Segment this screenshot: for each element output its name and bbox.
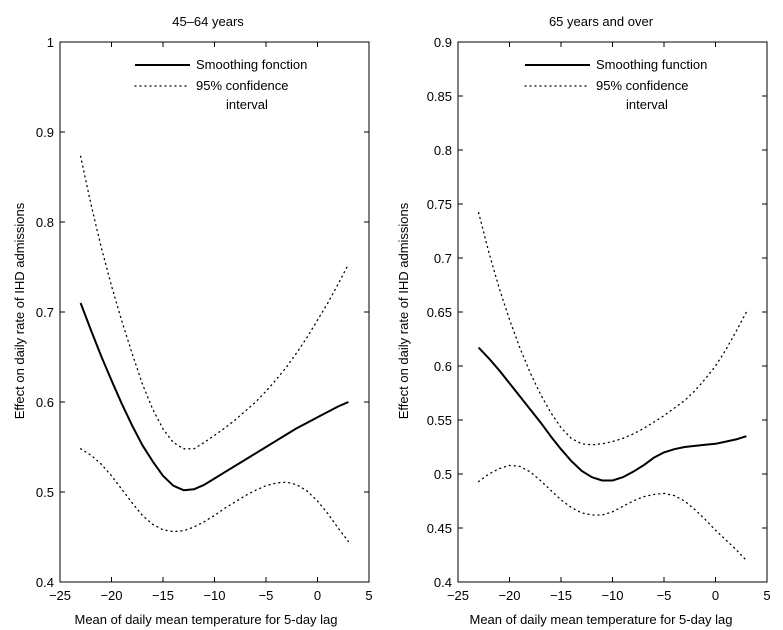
y-tick-label: 0.65 xyxy=(427,305,452,320)
y-axis-label: Effect on daily rate of IHD admissions xyxy=(12,202,27,419)
plot-area xyxy=(457,41,768,583)
y-tick-label: 0.7 xyxy=(434,251,452,266)
panel-left: 45–64 years Effect on daily rate of IHD … xyxy=(12,14,373,627)
x-axis-label: Mean of daily mean temperature for 5-day… xyxy=(469,612,732,627)
chart-title: 65 years and over xyxy=(549,14,654,29)
series-lower-line xyxy=(79,448,350,543)
x-tick-label: 5 xyxy=(365,588,372,603)
x-tick-label: −15 xyxy=(550,588,572,603)
x-tick-label: 0 xyxy=(314,588,321,603)
x-tick-label: −10 xyxy=(203,588,225,603)
y-tick-label: 0.4 xyxy=(434,575,452,590)
legend-label-confidence: 95% confidence xyxy=(196,78,289,93)
x-tick-label: 5 xyxy=(763,588,770,603)
x-tick-label: −10 xyxy=(601,588,623,603)
series-lower-line xyxy=(477,464,748,562)
y-tick-label: 0.55 xyxy=(427,413,452,428)
x-tick-label: −25 xyxy=(447,588,469,603)
series-upper-line xyxy=(477,211,748,446)
x-tick-label: −5 xyxy=(657,588,672,603)
y-tick-label: 0.9 xyxy=(434,35,452,50)
legend-label-smoothing: Smoothing function xyxy=(596,57,707,72)
x-tick-label: −20 xyxy=(498,588,520,603)
legend-label-confidence-2: interval xyxy=(226,97,268,112)
y-tick-label: 0.5 xyxy=(434,467,452,482)
y-tick-label: 0.45 xyxy=(427,521,452,536)
x-tick-label: 0 xyxy=(712,588,719,603)
y-tick-label: 0.4 xyxy=(36,575,54,590)
ticks: −25 −20 −15 −10 −5 0 5 0.4 0.5 0.6 0.7 0.8 0.9 1 xyxy=(36,35,373,603)
y-tick-label: 0.7 xyxy=(36,305,54,320)
x-tick-label: −5 xyxy=(259,588,274,603)
y-tick-label: 0.8 xyxy=(36,215,54,230)
plot-lines xyxy=(79,155,350,543)
series-upper-line xyxy=(79,155,350,450)
y-tick-label: 0.85 xyxy=(427,89,452,104)
chart-title: 45–64 years xyxy=(172,14,244,29)
y-tick-label: 1 xyxy=(47,35,54,50)
y-tick-label: 0.75 xyxy=(427,197,452,212)
y-tick-label: 0.6 xyxy=(36,395,54,410)
legend-label-smoothing: Smoothing fonction xyxy=(196,57,307,72)
legend-label-confidence-2: interval xyxy=(626,97,668,112)
ticks: −25 −20 −15 −10 −5 0 5 0.4 0.45 0.5 0.55 0.6 0.65 0.7… xyxy=(427,35,771,603)
plot-lines xyxy=(477,211,748,562)
y-tick-label: 0.6 xyxy=(434,359,452,374)
series-estimate-line xyxy=(477,346,747,482)
y-tick-label: 0.8 xyxy=(434,143,452,158)
y-axis-label: Effect on daily rate of IHD admissions xyxy=(396,202,411,419)
y-tick-label: 0.9 xyxy=(36,125,54,140)
x-axis-label: Mean of daily mean temperature for 5-day… xyxy=(74,612,337,627)
panel-right: 65 years and over Effect on daily rate o… xyxy=(396,14,771,627)
legend: Smoothing function 95% confidence interv… xyxy=(524,57,707,112)
legend: Smoothing fonction 95% confidence interv… xyxy=(134,57,307,112)
x-tick-label: −15 xyxy=(152,588,174,603)
x-tick-label: −25 xyxy=(49,588,71,603)
legend-label-confidence: 95% confidence xyxy=(596,78,689,93)
series-estimate-line xyxy=(79,302,349,492)
x-tick-label: −20 xyxy=(100,588,122,603)
y-tick-label: 0.5 xyxy=(36,485,54,500)
